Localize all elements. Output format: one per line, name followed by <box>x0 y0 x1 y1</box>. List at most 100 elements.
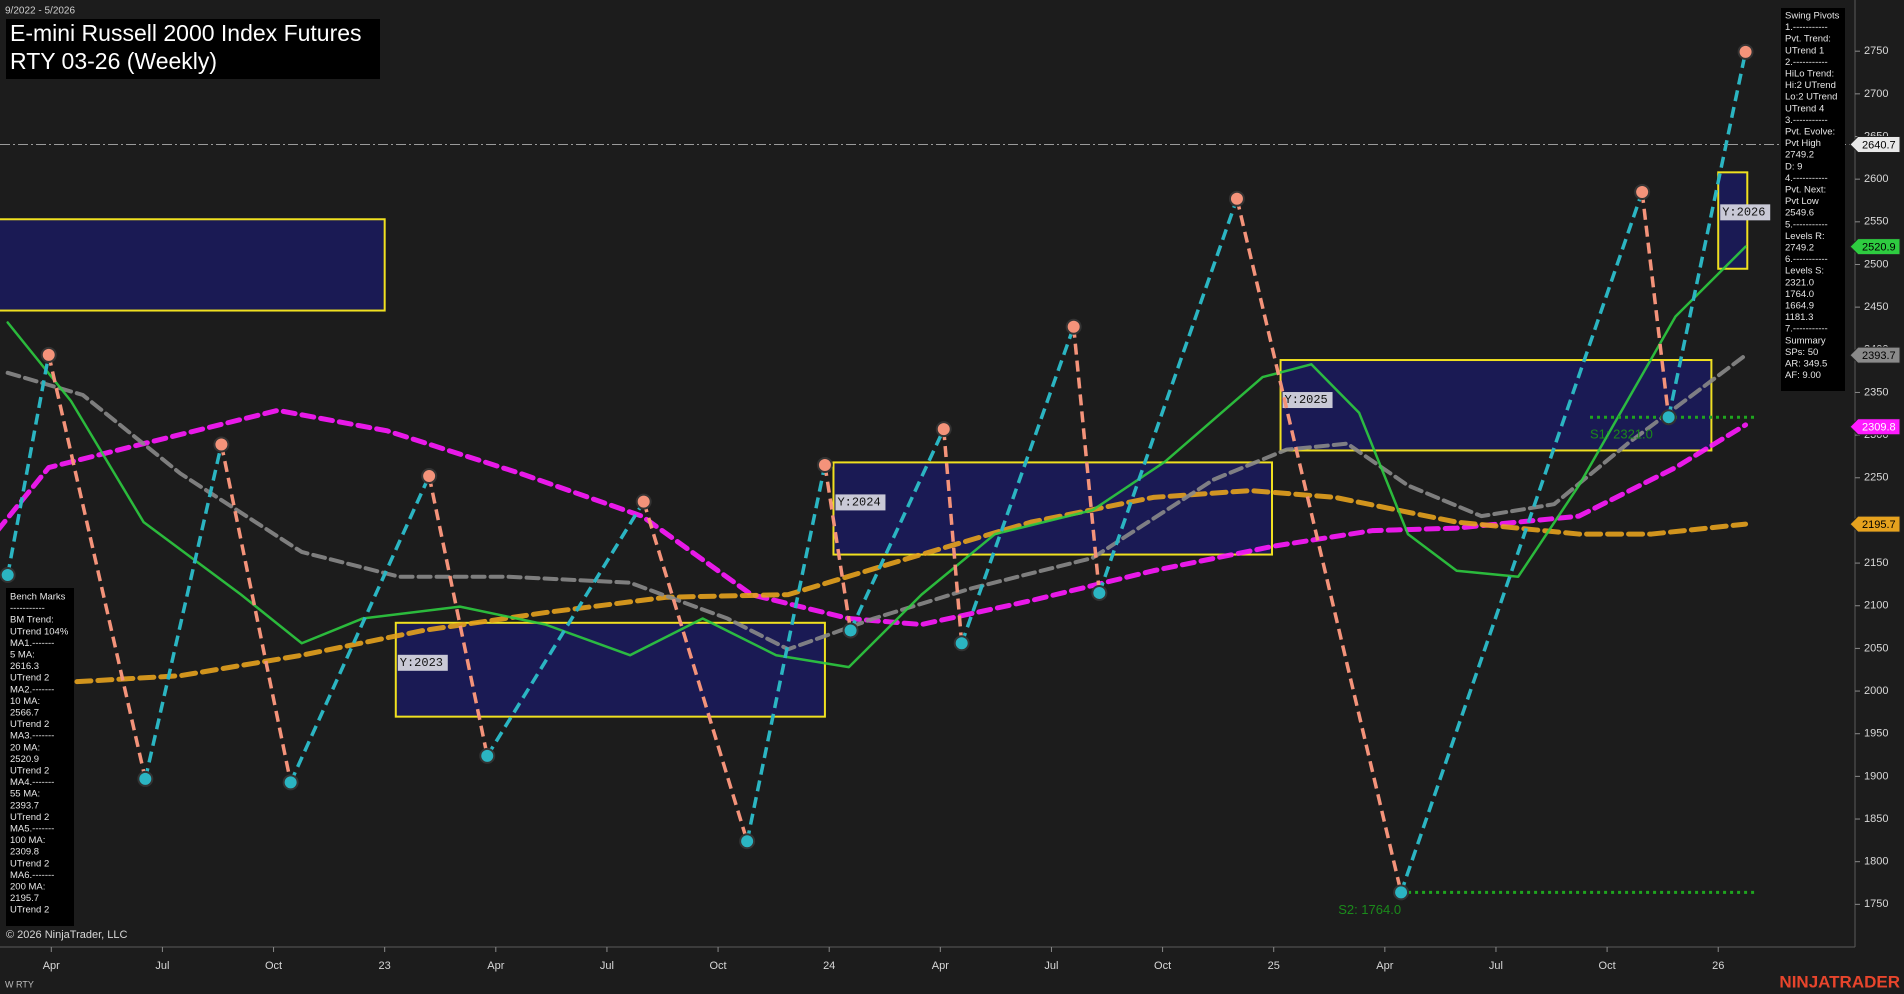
pivot-leg <box>427 475 489 757</box>
panel-text: 2321.0 <box>1785 277 1814 288</box>
level-label: S1: 2321.0 <box>1590 427 1653 442</box>
pivot-leg <box>289 475 431 784</box>
panel-text: 5 MA: <box>10 650 35 661</box>
pivot-point <box>935 421 952 438</box>
panel-text: Swing Pivots <box>1785 11 1840 22</box>
level-label: S2: 1764.0 <box>1338 902 1401 917</box>
panel-text: 1.----------- <box>1785 22 1828 33</box>
range-label-bg <box>397 654 448 671</box>
title-box <box>6 19 380 79</box>
x-tick-label: 26 <box>1712 960 1724 972</box>
moving-average-line <box>6 245 1747 669</box>
pivot-point <box>137 770 154 787</box>
panel-text: ----------- <box>10 603 45 614</box>
range-box <box>1717 171 1749 270</box>
pivot-leg <box>823 464 853 631</box>
x-tick-label: Oct <box>1154 960 1171 972</box>
price-tag <box>1849 346 1901 364</box>
pivot-leg <box>745 464 827 842</box>
panel-text: 2616.3 <box>10 661 39 672</box>
x-tick-label: Apr <box>1376 960 1393 972</box>
panel-text: UTrend 2 <box>10 719 49 730</box>
panel-text: 2749.2 <box>1785 150 1814 161</box>
y-tick-label: 2600 <box>1864 173 1888 185</box>
panel-text: UTrend 1 <box>1785 45 1824 56</box>
pivot-leg <box>1666 51 1748 418</box>
y-tick-label: 1750 <box>1864 898 1888 910</box>
pivot-point <box>421 468 438 485</box>
panel-text: Lo:2 UTrend <box>1785 92 1837 103</box>
price-tag <box>1849 418 1901 436</box>
pivot-point <box>1228 190 1245 207</box>
panel-text: Pvt. Next: <box>1785 185 1826 196</box>
panel-text: 1664.9 <box>1785 301 1814 312</box>
pivot-point <box>1065 318 1082 335</box>
panel-text: Levels S: <box>1785 266 1824 277</box>
price-tag-label: 2520.9 <box>1862 242 1896 254</box>
panel-text: MA4.------- <box>10 777 54 788</box>
panel-text: 2549.6 <box>1785 208 1814 219</box>
pivot-leg <box>941 428 964 644</box>
panel-text: 1764.0 <box>1785 289 1814 300</box>
x-tick-label: Jul <box>155 960 169 972</box>
y-tick-label: 2100 <box>1864 600 1888 612</box>
panel-text: 100 MA: <box>10 835 45 846</box>
panel-text: SPs: 50 <box>1785 347 1818 358</box>
panel-text: 5.----------- <box>1785 219 1828 230</box>
panel-text: 4.----------- <box>1785 173 1828 184</box>
panel-text: Bench Marks <box>10 592 66 603</box>
pivot-point <box>1737 43 1754 60</box>
y-tick-label: 1800 <box>1864 856 1888 868</box>
panel-text: BM Trend: <box>10 615 54 626</box>
panel-text: UTrend 2 <box>10 905 49 916</box>
x-tick-label: 24 <box>823 960 835 972</box>
panel-text: 55 MA: <box>10 789 40 800</box>
x-tick-label: Jul <box>1044 960 1058 972</box>
y-tick-label: 1900 <box>1864 770 1888 782</box>
pivot-point <box>0 567 16 584</box>
range-label: Y:2026 <box>1722 206 1765 220</box>
range-label: Y:2024 <box>837 496 880 510</box>
pivot-point <box>1091 584 1108 601</box>
pivot-leg <box>642 501 749 842</box>
pivot-point <box>40 346 57 363</box>
price-tag-label: 2393.7 <box>1862 350 1896 362</box>
panel-text: Levels R: <box>1785 231 1825 242</box>
panel-text: MA2.------- <box>10 684 54 695</box>
pivot-leg <box>1071 326 1102 594</box>
pivot-point <box>1634 183 1651 200</box>
panel-text: 7.----------- <box>1785 324 1828 335</box>
brand: NINJATRADER <box>1779 972 1900 991</box>
panel-text: 2309.8 <box>10 847 39 858</box>
x-tick-label: Jul <box>1489 960 1503 972</box>
y-tick-label: 1850 <box>1864 813 1888 825</box>
x-tick-label: Apr <box>487 960 504 972</box>
moving-average-line <box>5 353 1748 652</box>
range-label: Y:2025 <box>1285 393 1328 407</box>
bench-marks-panel <box>6 588 74 926</box>
pivot-leg <box>143 444 224 780</box>
date-range: 9/2022 - 5/2026 <box>5 6 75 17</box>
pivot-point <box>1660 409 1677 426</box>
chart-subtitle: RTY 03-26 (Weekly) <box>10 48 217 74</box>
panel-text: UTrend 104% <box>10 626 69 637</box>
panel-text: MA5.------- <box>10 824 54 835</box>
pivot-leg <box>1640 191 1671 418</box>
panel-text: AF: 9.00 <box>1785 370 1821 381</box>
panel-text: UTrend 2 <box>10 673 49 684</box>
panel-text: 2.----------- <box>1785 57 1828 68</box>
panel-text: 200 MA: <box>10 882 45 893</box>
pivot-point <box>1393 884 1410 901</box>
instrument: W RTY <box>5 979 34 989</box>
y-tick-label: 1950 <box>1864 728 1888 740</box>
pivot-leg <box>1399 191 1644 893</box>
x-tick-label: 23 <box>379 960 391 972</box>
moving-average-line <box>74 488 1749 685</box>
pivot-point <box>842 622 859 639</box>
copyright: © 2026 NinjaTrader, LLC <box>6 929 127 941</box>
panel-text: Pvt. Evolve: <box>1785 127 1835 138</box>
pivot-point <box>635 493 652 510</box>
price-tag-label: 2195.7 <box>1862 519 1896 531</box>
x-tick-label: Jul <box>600 960 614 972</box>
